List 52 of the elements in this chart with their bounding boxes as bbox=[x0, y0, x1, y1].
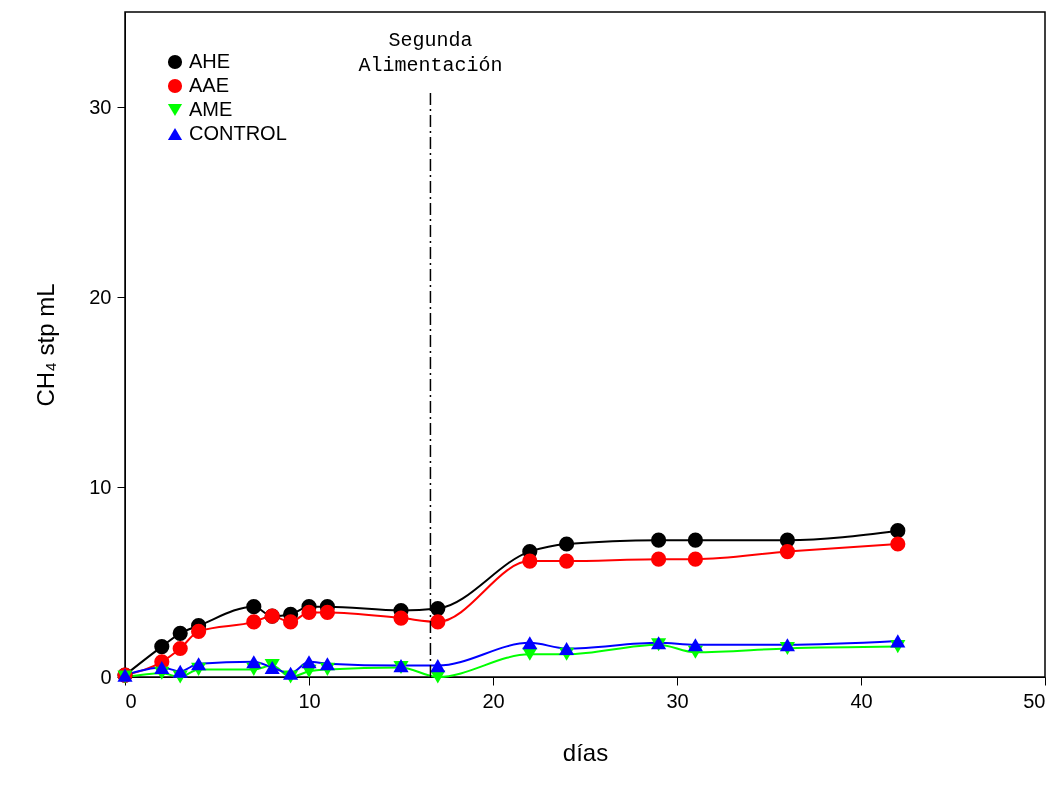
legend-label: CONTROL bbox=[189, 122, 287, 144]
point bbox=[319, 604, 335, 620]
legend-label: AAE bbox=[189, 74, 230, 96]
x-tick-label: 30 bbox=[666, 689, 689, 712]
point bbox=[154, 639, 170, 655]
y-axis-title: CH₄ stp mL bbox=[32, 283, 60, 407]
point bbox=[522, 636, 538, 650]
point bbox=[283, 614, 299, 630]
point bbox=[651, 532, 667, 548]
point bbox=[246, 614, 262, 630]
point bbox=[301, 604, 317, 620]
point bbox=[430, 601, 446, 617]
point bbox=[191, 657, 207, 671]
point bbox=[522, 553, 538, 569]
point bbox=[393, 610, 409, 626]
point bbox=[890, 634, 906, 648]
point bbox=[890, 536, 906, 552]
point bbox=[687, 551, 703, 567]
point bbox=[154, 660, 170, 675]
point bbox=[559, 536, 575, 552]
point bbox=[319, 657, 335, 671]
point bbox=[651, 551, 667, 567]
x-tick-label: 20 bbox=[482, 689, 505, 712]
point bbox=[246, 655, 262, 669]
point bbox=[687, 532, 703, 548]
x-tick-label: 40 bbox=[850, 689, 873, 712]
point bbox=[559, 553, 575, 569]
ref-line-label: Segunda Alimentación bbox=[358, 29, 503, 77]
point bbox=[559, 641, 575, 656]
x-tick-label: 10 bbox=[298, 689, 321, 712]
point bbox=[172, 625, 188, 641]
point bbox=[430, 659, 446, 673]
y-tick-label: 30 bbox=[89, 95, 112, 118]
y-tick-label: 0 bbox=[100, 665, 112, 688]
point bbox=[779, 638, 795, 652]
point bbox=[172, 664, 188, 678]
point bbox=[191, 623, 207, 639]
y-tick-label: 10 bbox=[89, 475, 112, 498]
point bbox=[246, 599, 262, 615]
legend-label: AME bbox=[189, 98, 233, 120]
x-axis-title: días bbox=[562, 738, 609, 766]
point bbox=[283, 666, 299, 680]
y-tick-label: 20 bbox=[89, 285, 112, 308]
x-tick-label: 50 bbox=[1023, 689, 1046, 712]
point bbox=[301, 655, 317, 669]
point bbox=[687, 638, 703, 652]
point bbox=[430, 614, 446, 630]
point bbox=[779, 544, 795, 560]
x-tick-label: 0 bbox=[125, 689, 137, 712]
point bbox=[890, 523, 906, 539]
point bbox=[172, 640, 188, 657]
legend-label: AHE bbox=[189, 50, 231, 72]
